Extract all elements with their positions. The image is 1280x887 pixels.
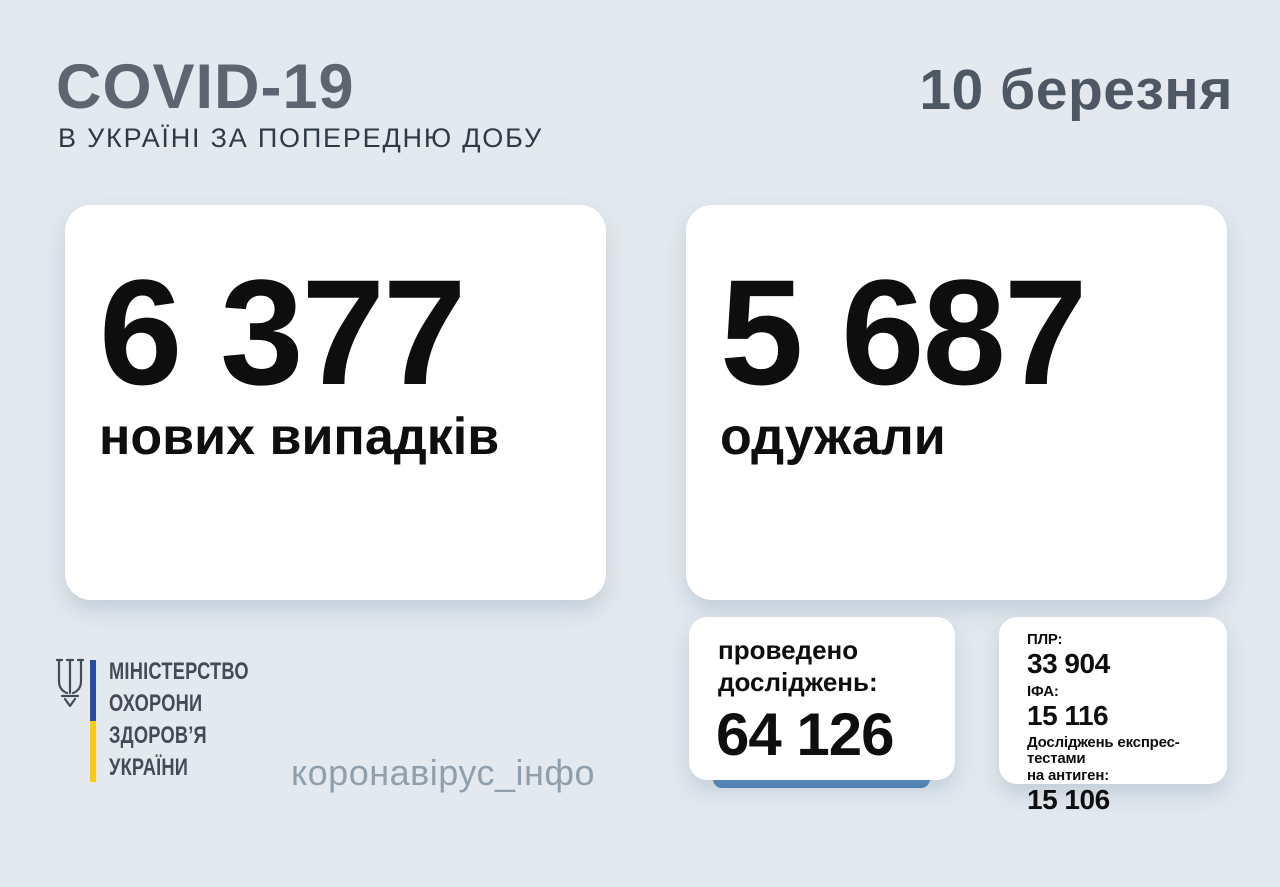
ministry-name: МІНІСТЕРСТВО ОХОРОНИ ЗДОРОВ’Я УКРАЇНИ (109, 656, 249, 785)
flag-divider-bar (90, 660, 96, 782)
ministry-line: ЗДОРОВ’Я (109, 722, 207, 750)
page-title: COVID-19 (56, 52, 355, 122)
report-date: 10 березня (919, 58, 1233, 122)
antigen-value: 15 106 (1027, 783, 1110, 815)
recovered-value: 5 687 (720, 248, 1087, 416)
plr-value: 33 904 (1027, 648, 1110, 680)
ifa-label: ІФА: (1027, 682, 1059, 700)
antigen-label: Досліджень експрес-тестами на антиген: (1027, 734, 1180, 784)
recovered-label: одужали (720, 408, 946, 466)
tests-card: проведено досліджень: 64 126 (689, 617, 955, 780)
tests-breakdown-card: ПЛР: 33 904 ІФА: 15 116 Досліджень експр… (999, 617, 1227, 814)
recovered-card: 5 687 одужали (686, 205, 1227, 600)
ministry-line: УКРАЇНИ (109, 754, 189, 782)
trident-icon (55, 658, 85, 708)
ministry-line: ОХОРОНИ (109, 690, 203, 718)
new-cases-value: 6 377 (99, 248, 466, 416)
tests-value: 64 126 (716, 701, 895, 768)
page-subtitle: В УКРАЇНІ ЗА ПОПЕРЕДНЮ ДОБУ (58, 123, 543, 153)
new-cases-label: нових випадків (99, 408, 500, 466)
ministry-line: МІНІСТЕРСТВО (109, 658, 249, 685)
tests-label: проведено досліджень: (718, 635, 878, 697)
ifa-value: 15 116 (1027, 699, 1109, 731)
plr-label: ПЛР: (1027, 631, 1063, 648)
new-cases-card: 6 377 нових випадків (65, 205, 606, 600)
channel-name: коронавірус_інфо (291, 752, 595, 793)
